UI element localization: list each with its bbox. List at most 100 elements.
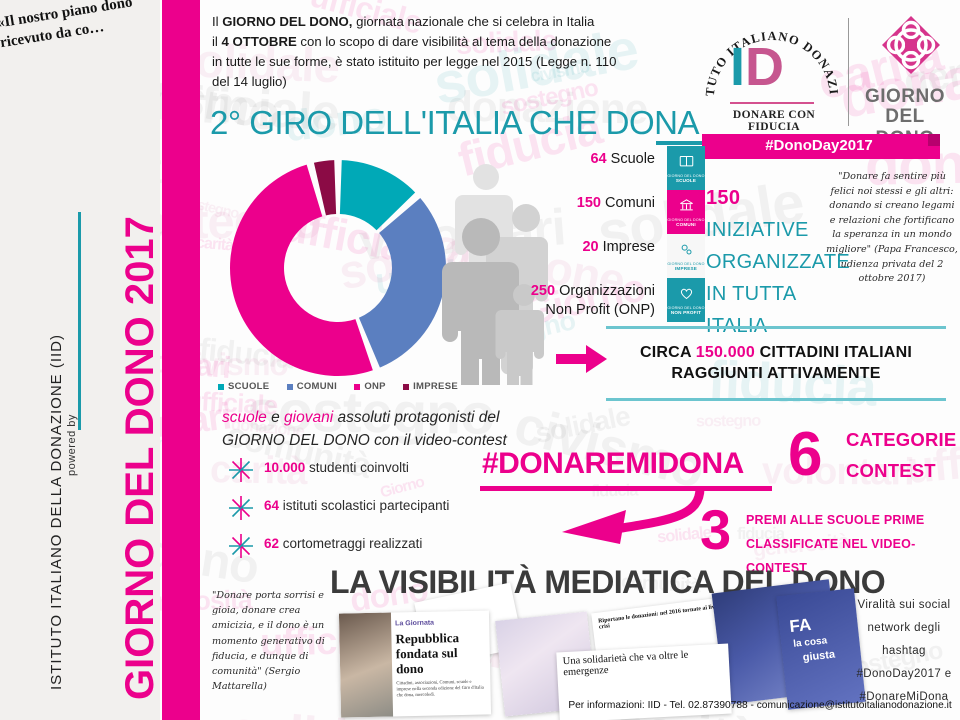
texture-word: solidale — [532, 399, 632, 449]
stat-label: 20 Imprese — [475, 238, 655, 257]
quote-papa-francesco: "Donare fa sentire più felici noi stessi… — [826, 171, 958, 285]
people-silhouettes-icon — [442, 164, 548, 385]
legend-swatch — [354, 383, 361, 390]
bullet-row: 10.000 studenti coinvolti — [228, 455, 498, 493]
iid-logo-rule — [730, 102, 814, 104]
legend-item-imprese: IMPRESE — [403, 381, 458, 392]
badge-label: NON PROFIT — [670, 309, 702, 315]
bullet-row: 62 cortometraggi realizzati — [228, 531, 498, 569]
chart-legend: SCUOLE COMUNI ONP IMPRESE — [218, 381, 458, 392]
news-clipping-repubblica: La Giornata Repubblica fondata sul dono … — [338, 610, 492, 718]
intro-l3: in tutte le sue forme, è stato istituito… — [212, 54, 617, 69]
sg-line2: GIORNO DEL DONO con il video-contest — [222, 432, 507, 449]
donut-slice-onp — [230, 164, 373, 376]
stat-label: 64 Scuole — [475, 150, 655, 169]
legend-label: ONP — [364, 381, 386, 392]
six-line1: CATEGORIE — [846, 429, 957, 450]
stat-badge-scuole: GIORNO DEL DONO SCUOLE — [667, 146, 705, 190]
intro-l1-pre: Il — [212, 14, 223, 29]
bullet-text: 62 cortometraggi realizzati — [264, 536, 422, 551]
stat-number: 64 — [590, 151, 607, 167]
badge-subtitle: GIORNO DEL DONO — [667, 261, 705, 266]
bullet-list: 10.000 studenti coinvolti 64 istituti sco… — [228, 455, 498, 569]
donut-chart — [230, 160, 446, 376]
legend-label: IMPRESE — [413, 381, 458, 392]
badge-subtitle: GIORNO DEL DONO — [667, 305, 705, 310]
asterisk-bullet-icon — [229, 458, 253, 482]
viral-l5: #DonareMiDona — [859, 691, 949, 703]
badge-label: COMUNI — [676, 221, 696, 227]
legend-item-scuole: SCUOLE — [218, 381, 269, 392]
sg-pink1: scuole — [222, 409, 267, 426]
circa-block: CIRCA 150.000 CITTADINI ITALIANI RAGGIUN… — [606, 342, 946, 384]
stat-row: 150 Comuni GIORNO DEL DONO COMUNI — [480, 190, 705, 238]
hashtag-ribbon — [702, 134, 940, 159]
contest-six-number: 6 — [788, 420, 823, 489]
stat-row: 64 Scuole GIORNO DEL DONO SCUOLE — [480, 146, 705, 194]
badge-label: SCUOLE — [675, 177, 697, 183]
virality-text: Viralità sui social network degli hashta… — [848, 594, 960, 709]
contest-three-label: PREMI ALLE SCUOLE PRIME CLASSIFICATE NEL… — [746, 508, 960, 580]
stat-badge-comuni: GIORNO DEL DONO COMUNI — [667, 190, 705, 234]
viral-l4: #DonoDay2017 e — [856, 668, 952, 680]
clipping-photo-person — [338, 612, 394, 718]
intro-paragraph: Il GIORNO DEL DONO, giornata nazionale c… — [212, 12, 692, 92]
stat-number: 250 — [530, 283, 556, 299]
hashtag-donaremidona: #DONAREMIDONA — [482, 447, 744, 480]
intro-l2-pre: il — [212, 34, 222, 49]
poster-title: GIORNO DEL DONO 2017 — [118, 216, 162, 700]
viral-l2: network degli — [867, 622, 941, 634]
stat-text: Organizzazioni — [555, 283, 655, 299]
sg-mid: e — [266, 409, 285, 426]
sg-rest: assoluti protagonisti del — [333, 409, 500, 426]
stat-badge-imprese: GIORNO DEL DONO IMPRESE — [667, 234, 705, 278]
legend-item-comuni: COMUNI — [286, 381, 337, 392]
initiatives-block: 150 INIZIATIVE ORGANIZZATE IN TUTTA ITAL… — [706, 182, 850, 342]
legend-swatch — [218, 383, 224, 390]
sidebar-pink-bar — [162, 0, 200, 720]
contest-three-number: 3 — [700, 498, 732, 561]
iid-letter-d: D — [745, 37, 785, 97]
sidebar-divider-line — [78, 212, 81, 430]
bullet-label: studenti coinvolti — [305, 460, 409, 475]
viral-l3: hashtag — [882, 645, 926, 657]
ribbon-fold — [928, 134, 940, 146]
legend-label: SCUOLE — [228, 381, 270, 392]
stat-badge-non-profit: GIORNO DEL DONO NON PROFIT — [667, 278, 705, 322]
stat-label: 150 Comuni — [475, 194, 655, 213]
bullet-label: cortometraggi realizzati — [279, 536, 423, 551]
book-icon — [679, 154, 694, 174]
bullet-number: 64 — [264, 498, 280, 513]
badge-subtitle: GIORNO DEL DONO — [667, 217, 705, 222]
quote-mattarella: "Donare porta sorrisi e gioia, donare cr… — [212, 590, 325, 693]
diamond-flower-icon — [882, 15, 940, 74]
asterisk-bullet-icon — [229, 534, 253, 558]
legend-swatch — [403, 383, 410, 390]
badge-label: IMPRESE — [674, 265, 698, 271]
stat-text: Imprese — [598, 239, 655, 255]
texture-word: sostegno — [696, 411, 761, 431]
legend-item-onp: ONP — [354, 381, 386, 392]
clipping-e-headline: Una solidarietà che va oltre le emergenz… — [562, 649, 689, 679]
stat-label: 250 Organizzazioni Non Profit (ONP) — [475, 282, 655, 320]
bullet-number: 62 — [264, 536, 280, 551]
sg-pink2: giovani — [284, 409, 334, 426]
clipping-c-headline: «Il nostro piano dono ricevuto da co… — [0, 0, 134, 52]
circa-number: 150.000 — [695, 344, 755, 361]
initiatives-word: INIZIATIVE — [706, 219, 809, 241]
bullet-text: 10.000 studenti coinvolti — [264, 460, 409, 475]
sidebar: GIORNO DEL DONO 2017 powered by ISTITUTO… — [0, 0, 200, 720]
contest-six-label: CATEGORIE CONTEST — [846, 424, 960, 486]
intro-l1-post: giornata nazionale che si celebra in Ita… — [352, 14, 595, 29]
stat-number: 20 — [582, 239, 599, 255]
gears-icon — [679, 242, 694, 262]
giro-underline — [656, 141, 702, 145]
donut-slice-scuole — [339, 160, 416, 231]
stat-text: Scuole — [606, 151, 655, 167]
iid-logo: ISTITUTO ITALIANO DONAZIONE ID DONARE CO… — [702, 10, 842, 133]
bullet-label: istituti scolastici partecipanti — [279, 498, 450, 513]
donut-slice-comuni — [358, 198, 446, 368]
powered-by-label: powered by — [66, 414, 78, 476]
clipping-body: Cittadini, associazioni, Comuni, scuole … — [396, 678, 484, 698]
